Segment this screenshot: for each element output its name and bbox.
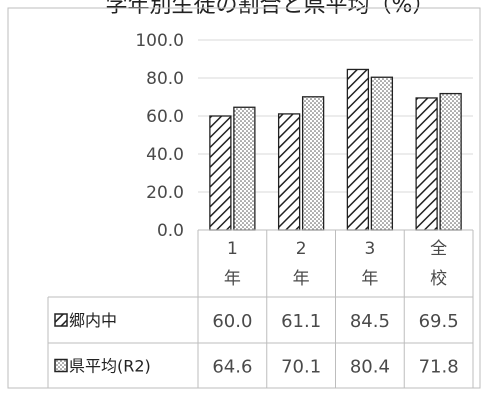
y-tick-label: 100.0	[135, 31, 184, 51]
legend-swatch-0	[54, 313, 68, 327]
y-tick-label: 0.0	[157, 221, 184, 241]
legend-label: 県平均(R2)	[69, 357, 151, 376]
chart-title: 学年別生徒の割合と県平均（%）	[106, 0, 435, 18]
chart-frame	[7, 7, 481, 389]
x-tick-label: 全	[430, 239, 447, 259]
data-label: 64.6	[212, 357, 252, 378]
data-label: 84.5	[350, 311, 390, 332]
data-label: 80.4	[350, 357, 390, 378]
x-tick-label: 年	[224, 269, 241, 289]
data-label: 70.1	[281, 357, 321, 378]
legend-label: 郷内中	[69, 311, 117, 330]
bar-series-0-cat-0	[209, 115, 232, 231]
x-tick-label: 年	[361, 269, 378, 289]
y-tick-label: 60.0	[146, 107, 184, 127]
data-label: 69.5	[419, 311, 459, 332]
x-tick-label: 3	[364, 239, 375, 259]
x-tick-label: 校	[430, 269, 447, 289]
x-tick-label: 2	[296, 239, 307, 259]
bar-series-0-cat-2	[346, 68, 370, 231]
legend-swatch-1	[54, 358, 68, 373]
data-label: 60.0	[212, 311, 252, 332]
bar-series-1-cat-0	[233, 106, 256, 231]
data-label: 71.8	[419, 357, 459, 378]
y-tick-label: 80.0	[146, 69, 184, 89]
bar-series-0-cat-3	[415, 97, 438, 231]
bar-series-1-cat-1	[301, 96, 325, 231]
x-tick-label: 1	[227, 239, 238, 259]
y-tick-label: 40.0	[146, 145, 184, 165]
y-tick-label: 20.0	[146, 183, 184, 203]
bar-series-1-cat-3	[439, 92, 462, 231]
bar-series-0-cat-1	[277, 113, 301, 231]
x-tick-label: 年	[293, 269, 310, 289]
data-label: 61.1	[281, 311, 321, 332]
bar-series-1-cat-2	[370, 76, 394, 231]
